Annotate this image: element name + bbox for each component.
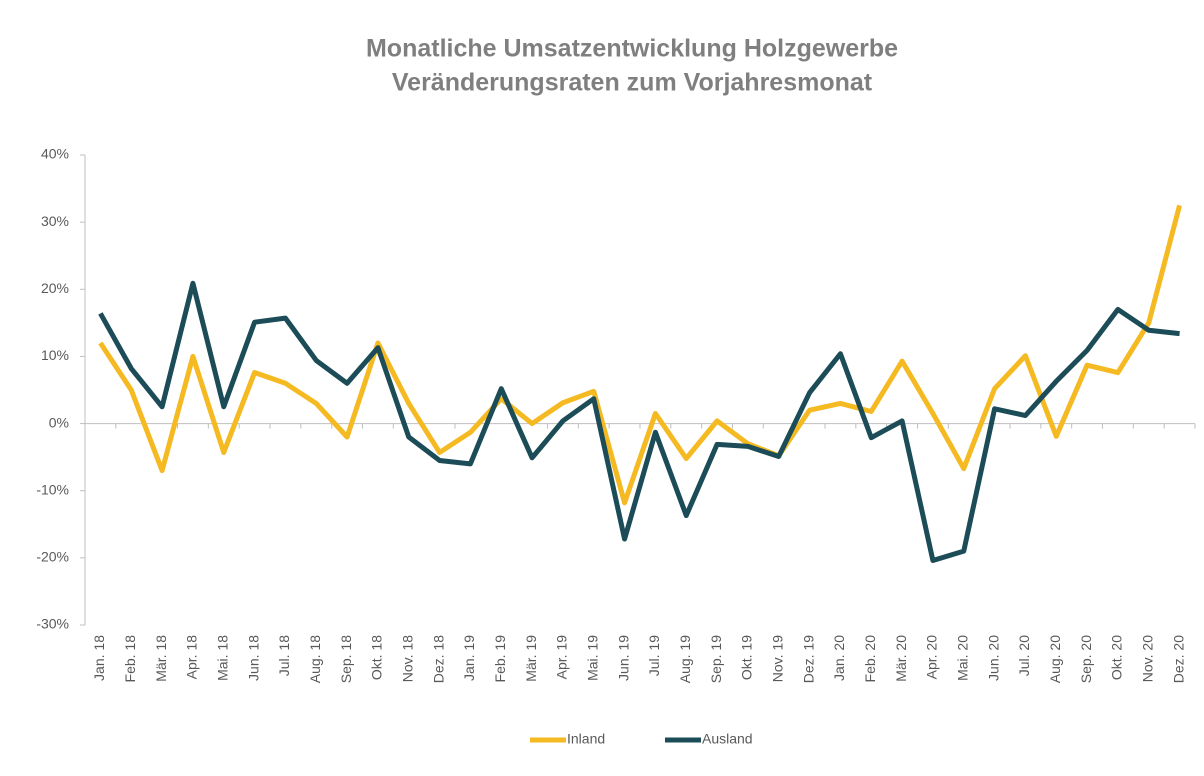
x-tick-label: Aug. 19 bbox=[677, 635, 693, 683]
line-series bbox=[98, 204, 1182, 506]
x-tick-label: Jan. 20 bbox=[831, 635, 847, 681]
x-tick-label: Dez. 20 bbox=[1170, 635, 1186, 683]
x-tick-label: Feb. 19 bbox=[492, 635, 508, 683]
x-tick-label: Nov. 20 bbox=[1139, 635, 1155, 682]
x-tick-label: Mai. 20 bbox=[954, 635, 970, 681]
x-tick-label: Aug. 18 bbox=[307, 635, 323, 683]
x-tick-label: Jan. 18 bbox=[91, 635, 107, 681]
x-tick-label: Apr. 18 bbox=[184, 635, 200, 680]
y-tick-label: 0% bbox=[49, 414, 69, 430]
x-tick-label: Sep. 18 bbox=[338, 635, 354, 683]
chart-title: Monatliche Umsatzentwicklung Holzgewerbe bbox=[366, 35, 898, 63]
x-tick-label: Okt. 19 bbox=[739, 635, 755, 680]
x-tick-label: Jun. 18 bbox=[245, 635, 261, 681]
y-tick-label: -20% bbox=[36, 549, 69, 565]
line-series bbox=[98, 280, 1180, 564]
chart-subtitle: Veränderungsraten zum Vorjahresmonat bbox=[392, 69, 873, 97]
x-tick-label: Apr. 19 bbox=[554, 635, 570, 680]
x-tick-label: Nov. 19 bbox=[769, 635, 785, 682]
x-tick-label: Mär. 19 bbox=[523, 635, 539, 682]
x-tick-label: Nov. 18 bbox=[399, 635, 415, 682]
x-tick-label: Jul. 19 bbox=[646, 635, 662, 676]
x-tick-label: Dez. 19 bbox=[800, 635, 816, 683]
y-tick-label: -30% bbox=[36, 616, 69, 632]
x-tick-label: Sep. 20 bbox=[1078, 635, 1094, 683]
x-tick-label: Okt. 20 bbox=[1109, 635, 1125, 680]
x-tick-label: Jun. 20 bbox=[985, 635, 1001, 681]
x-tick-label: Jul. 20 bbox=[1016, 635, 1032, 676]
x-tick-label: Dez. 18 bbox=[430, 635, 446, 683]
legend-label: Inland bbox=[567, 731, 605, 747]
x-tick-label: Okt. 18 bbox=[369, 635, 385, 680]
x-tick-label: Feb. 18 bbox=[122, 635, 138, 683]
x-tick-label: Apr. 20 bbox=[924, 635, 940, 680]
x-tick-label: Aug. 20 bbox=[1047, 635, 1063, 683]
x-tick-label: Mai. 19 bbox=[584, 635, 600, 681]
x-tick-label: Jan. 19 bbox=[461, 635, 477, 681]
y-tick-label: 10% bbox=[41, 347, 69, 363]
x-tick-label: Mär. 20 bbox=[893, 635, 909, 682]
x-tick-label: Jun. 19 bbox=[615, 635, 631, 681]
x-tick-label: Sep. 19 bbox=[708, 635, 724, 683]
y-tick-label: -10% bbox=[36, 481, 69, 497]
x-tick-label: Jul. 18 bbox=[276, 635, 292, 676]
y-tick-label: 30% bbox=[41, 213, 69, 229]
y-tick-label: 20% bbox=[41, 280, 69, 296]
y-tick-label: 40% bbox=[41, 146, 69, 162]
x-tick-label: Feb. 20 bbox=[862, 635, 878, 683]
x-tick-label: Mai. 18 bbox=[214, 635, 230, 681]
legend-label: Ausland bbox=[702, 731, 753, 747]
x-tick-label: Mär. 18 bbox=[153, 635, 169, 682]
